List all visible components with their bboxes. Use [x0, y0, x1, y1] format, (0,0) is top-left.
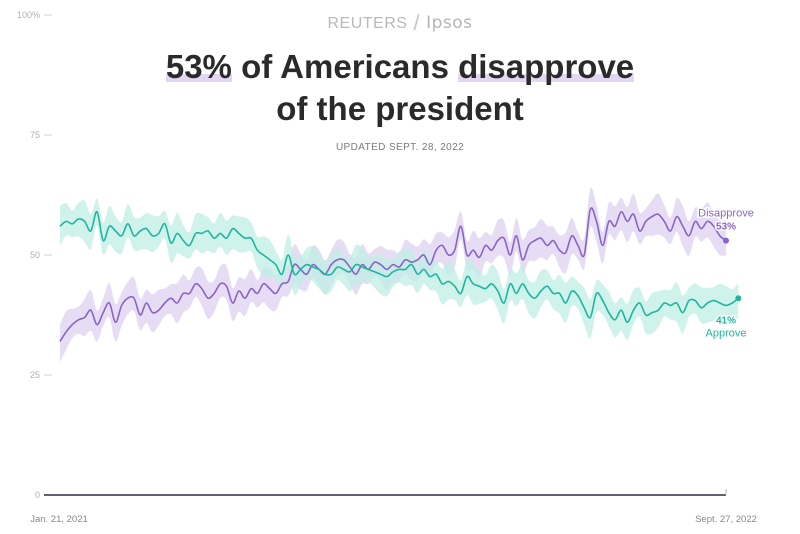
y-tick-label: 0	[35, 490, 40, 500]
approve-end-value: 41%	[716, 315, 736, 326]
series-lines	[59, 207, 739, 342]
updated-date: UPDATED SEPT. 28, 2022	[335, 142, 465, 153]
disapprove-end-point	[723, 237, 729, 244]
end-markers: Disapprove 53% 41%Approve	[697, 206, 756, 341]
title-line-2: of the president	[276, 90, 524, 127]
approve-end-point	[735, 295, 742, 302]
title-highlight-disapprove: disapprove	[458, 48, 635, 85]
y-tick-label: 100%	[17, 10, 40, 20]
disapprove-end-value: 53%	[716, 222, 736, 233]
brand-logo: REUTERS / Ipsos	[0, 10, 800, 36]
approve-series-label: Approve	[706, 327, 747, 339]
y-tick-label: 25	[30, 370, 40, 380]
x-end-label: Sept. 27, 2022	[695, 514, 757, 525]
x-start-label: Jan. 21, 2021	[30, 514, 88, 525]
y-tick-label: 50	[30, 250, 40, 260]
reuters-wordmark: REUTERS	[327, 15, 408, 32]
brand-separator: /	[413, 10, 421, 35]
title-text: of Americans	[231, 48, 459, 85]
chart-title: 53% of Americans disapprove of the presi…	[0, 46, 800, 130]
ipsos-wordmark: Ipsos	[426, 13, 473, 33]
confidence-bands	[60, 187, 739, 362]
approve-line	[59, 210, 739, 323]
disapprove-line	[59, 207, 727, 342]
title-highlight-percent: 53%	[165, 48, 232, 85]
y-tick-label: 75	[30, 130, 40, 140]
disapprove-series-label: Disapprove	[698, 208, 754, 220]
y-axis: 0 25 50 75 100%	[17, 10, 52, 500]
x-axis: Jan. 21, 2021 Sept. 27, 2022	[30, 489, 757, 525]
